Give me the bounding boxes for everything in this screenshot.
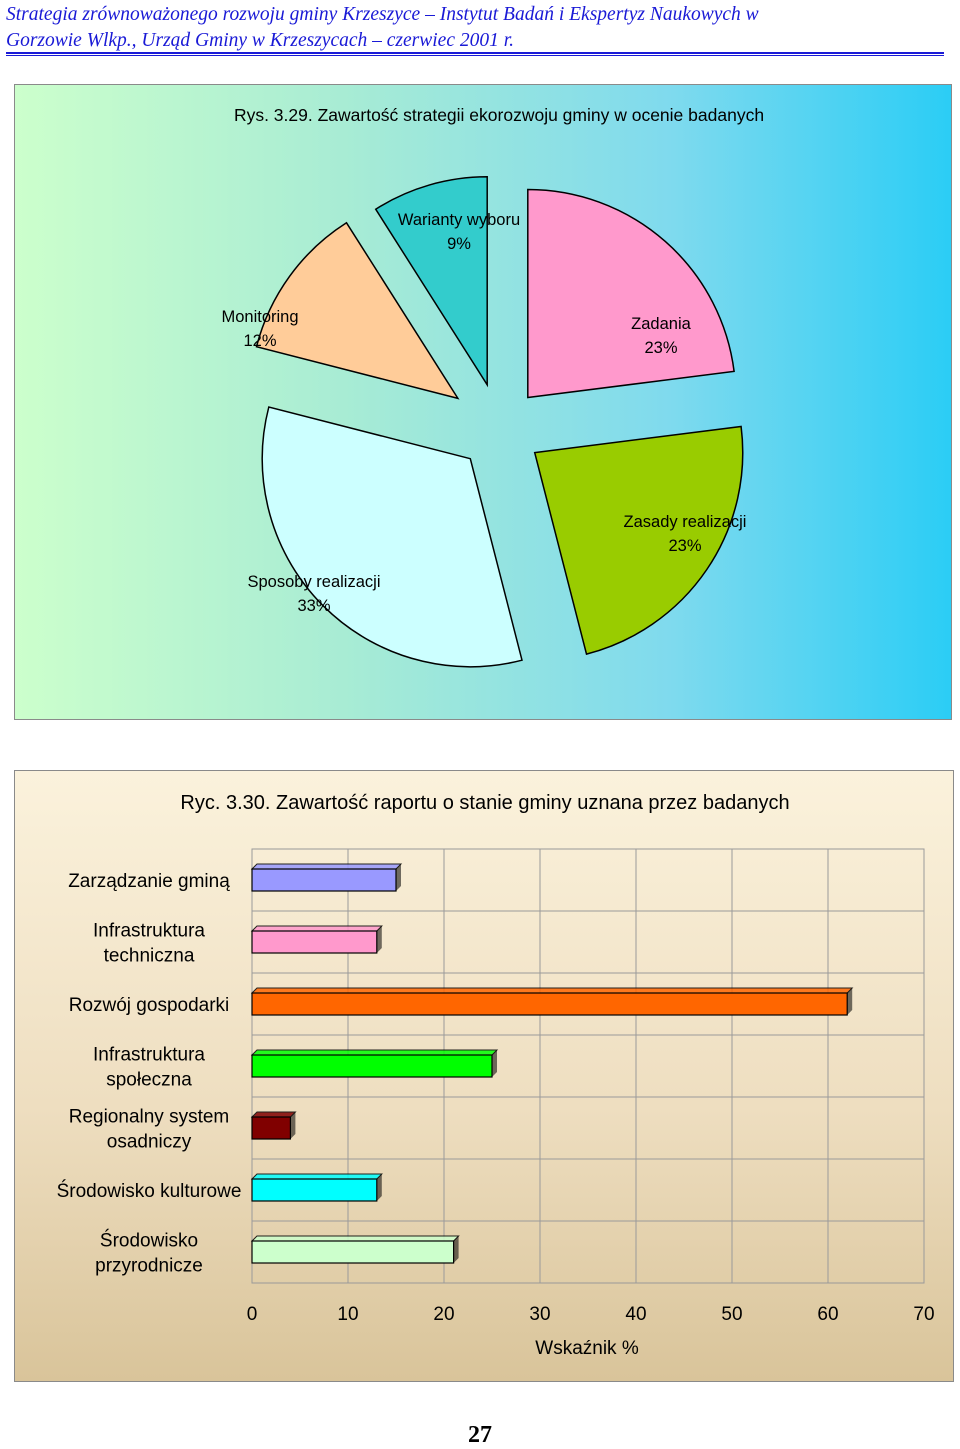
document-header: Strategia zrównoważonego rozwoju gminy K… xyxy=(6,2,946,54)
pie-value-sposoby-realizacji: 33% xyxy=(297,597,330,615)
bar-infrastruktura-techniczna xyxy=(251,930,378,954)
category-label-srodowisko-przyrodnicze: Środowisko xyxy=(100,1230,198,1252)
bar-side-zarzadzanie-gmina xyxy=(396,864,401,891)
x-tick-label: 30 xyxy=(529,1304,550,1325)
bar-side-rozwoj-gospodarki xyxy=(847,988,853,1015)
bar-side-regionalny-system-osadniczy xyxy=(290,1112,296,1139)
pie-chart-panel: Rys. 3.29. Zawartość strategii ekorozwoj… xyxy=(14,84,952,720)
bar-top-regionalny-system-osadniczy xyxy=(250,1111,297,1118)
pie-label-zasady-realizacji: Zasady realizacji xyxy=(624,513,747,531)
x-tick-label: 40 xyxy=(625,1304,646,1325)
category-label-regionalny-system-osadniczy: Regionalny system xyxy=(69,1107,230,1128)
bar-side-infrastruktura-techniczna xyxy=(376,926,382,953)
pie-label-monitoring: Monitoring xyxy=(221,308,298,326)
bar-top-infrastruktura-techniczna xyxy=(250,925,384,932)
pie-slice-zadania xyxy=(527,188,735,399)
page-number: 27 xyxy=(468,1422,492,1448)
pie-label-zadania: Zadania xyxy=(631,315,691,333)
bar-rozwoj-gospodarki xyxy=(251,992,848,1016)
x-tick-label: 50 xyxy=(721,1304,742,1325)
pie-value-monitoring: 12% xyxy=(243,332,276,350)
x-tick-label: 10 xyxy=(337,1304,358,1325)
pie-slice-sposoby-realizacji xyxy=(261,406,523,668)
header-rule xyxy=(6,52,944,56)
bar-top-srodowisko-kulturowe xyxy=(250,1173,384,1180)
pie-value-warianty-wyboru: 9% xyxy=(447,235,471,253)
pie-chart: Rys. 3.29. Zawartość strategii ekorozwoj… xyxy=(221,105,764,668)
bar-regionalny-system-osadniczy xyxy=(251,1116,292,1140)
category-label-infrastruktura-techniczna: Infrastruktura xyxy=(93,921,205,942)
bar-top-infrastruktura-spoleczna xyxy=(250,1049,499,1056)
pie-slice-monitoring xyxy=(255,221,460,400)
pie-slice-warianty-wyboru xyxy=(374,176,488,388)
bar-side-infrastruktura-spoleczna xyxy=(492,1050,497,1077)
category-label-srodowisko-kulturowe: Środowisko kulturowe xyxy=(57,1180,242,1202)
category-label-infrastruktura-techniczna: techniczna xyxy=(104,946,195,967)
category-label-infrastruktura-spoleczna: społeczna xyxy=(106,1070,192,1091)
bar-top-rozwoj-gospodarki xyxy=(250,987,854,994)
bar-chart-panel: Ryc. 3.30. Zawartość raportu o stanie gm… xyxy=(14,770,954,1382)
pie-slice-zasady-realizacji xyxy=(533,425,744,656)
pie-label-warianty-wyboru: Warianty wyboru xyxy=(398,211,520,229)
pie-value-zadania: 23% xyxy=(644,339,677,357)
pie-label-sposoby-realizacji: Sposoby realizacji xyxy=(248,573,381,591)
bar-srodowisko-kulturowe xyxy=(251,1178,378,1202)
category-label-zarzadzanie-gmina: Zarządzanie gminą xyxy=(68,871,230,892)
x-axis-label: Wskaźnik % xyxy=(535,1338,639,1359)
bar-srodowisko-przyrodnicze xyxy=(251,1240,455,1264)
bar-chart: Ryc. 3.30. Zawartość raportu o stanie gm… xyxy=(57,792,935,1359)
header-line-2: Gorzowie Wlkp., Urząd Gminy w Krzeszycac… xyxy=(6,30,515,51)
bar-side-srodowisko-przyrodnicze xyxy=(453,1236,459,1263)
bar-top-zarzadzanie-gmina xyxy=(250,863,403,870)
bar-top-srodowisko-przyrodnicze xyxy=(250,1235,460,1242)
category-label-srodowisko-przyrodnicze: przyrodnicze xyxy=(95,1256,203,1277)
bar-side-srodowisko-kulturowe xyxy=(376,1174,382,1201)
x-tick-label: 20 xyxy=(433,1304,454,1325)
x-tick-label: 60 xyxy=(817,1304,838,1325)
header-line-1: Strategia zrównoważonego rozwoju gminy K… xyxy=(6,4,759,25)
bar-infrastruktura-spoleczna xyxy=(251,1054,493,1078)
x-tick-label: 70 xyxy=(913,1304,934,1325)
category-label-regionalny-system-osadniczy: osadniczy xyxy=(107,1132,192,1153)
category-label-infrastruktura-spoleczna: Infrastruktura xyxy=(93,1045,205,1066)
category-label-rozwoj-gospodarki: Rozwój gospodarki xyxy=(69,995,230,1016)
bar-zarzadzanie-gmina xyxy=(251,868,397,892)
pie-value-zasady-realizacji: 23% xyxy=(668,537,701,555)
pie-chart-title: Rys. 3.29. Zawartość strategii ekorozwoj… xyxy=(234,105,764,125)
bar-chart-title: Ryc. 3.30. Zawartość raportu o stanie gm… xyxy=(180,792,789,814)
x-tick-label: 0 xyxy=(247,1304,258,1325)
